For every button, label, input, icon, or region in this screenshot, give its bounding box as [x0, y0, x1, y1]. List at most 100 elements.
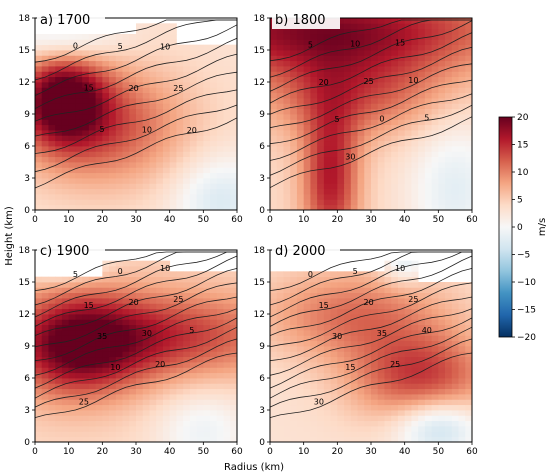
heatmap-cell	[270, 204, 278, 211]
heatmap-cell	[75, 204, 83, 211]
heatmap-cell	[357, 188, 365, 195]
heatmap-cell	[223, 135, 231, 142]
heatmap-cell	[451, 172, 459, 179]
heatmap-cell	[458, 319, 466, 326]
heatmap-cell	[129, 108, 137, 115]
heatmap-cell	[95, 76, 103, 83]
heatmap-cell	[136, 410, 144, 416]
heatmap-cell	[276, 282, 284, 288]
heatmap-cell	[162, 378, 171, 384]
heatmap-cell	[122, 87, 130, 94]
heatmap-cell	[270, 146, 278, 152]
heatmap-cell	[323, 287, 331, 294]
heatmap-cell	[156, 156, 164, 163]
heatmap-cell	[458, 119, 466, 126]
heatmap-cell	[68, 298, 76, 304]
heatmap-cell	[176, 108, 184, 115]
heatmap-cell	[129, 426, 137, 432]
y-tick-label: 15	[254, 278, 265, 288]
heatmap-cell	[276, 140, 284, 147]
heatmap-cell	[270, 330, 278, 336]
heatmap-cell	[109, 420, 117, 427]
heatmap-cell	[310, 314, 318, 320]
heatmap-cell	[418, 140, 426, 147]
heatmap-cell	[384, 271, 392, 278]
heatmap-cell	[75, 167, 83, 174]
heatmap-cell	[404, 103, 412, 110]
heatmap-cell	[418, 199, 426, 206]
heatmap-cell	[357, 431, 365, 438]
heatmap-cell	[35, 76, 43, 83]
heatmap-cell	[48, 140, 56, 147]
heatmap-cell	[183, 308, 191, 315]
heatmap-cell	[323, 271, 331, 278]
heatmap-cell	[88, 156, 96, 163]
heatmap-cell	[210, 60, 218, 67]
heatmap-cell	[445, 367, 453, 374]
heatmap-cell	[183, 426, 191, 432]
heatmap-cell	[371, 124, 379, 131]
heatmap-cell	[122, 324, 130, 331]
heatmap-cell	[337, 204, 345, 211]
heatmap-cell	[136, 60, 144, 67]
heatmap-cell	[344, 183, 352, 190]
heatmap-cell	[310, 319, 318, 326]
heatmap-cell	[290, 426, 298, 432]
heatmap-cell	[357, 114, 365, 120]
heatmap-cell	[411, 82, 419, 88]
heatmap-cell	[210, 420, 218, 427]
heatmap-cell	[350, 346, 358, 352]
heatmap-cell	[317, 98, 325, 104]
contour-label: 15	[345, 363, 355, 372]
heatmap-cell	[142, 194, 150, 200]
heatmap-cell	[283, 188, 291, 195]
heatmap-cell	[203, 330, 211, 336]
heatmap-cell	[189, 314, 197, 320]
heatmap-cell	[465, 39, 473, 46]
heatmap-cell	[61, 178, 70, 184]
heatmap-cell	[364, 39, 372, 46]
y-tick-label: 12	[254, 78, 265, 88]
heatmap-cell	[465, 114, 473, 120]
heatmap-cell	[41, 60, 49, 67]
heatmap-cell	[350, 426, 358, 432]
heatmap-cell	[48, 426, 56, 432]
heatmap-cell	[451, 71, 459, 78]
heatmap-cell	[418, 39, 426, 46]
heatmap-cell	[290, 103, 298, 110]
heatmap-cell	[283, 351, 291, 358]
heatmap-cell	[196, 124, 204, 131]
heatmap-cell	[189, 87, 197, 94]
heatmap-cell	[391, 39, 399, 46]
heatmap-cell	[371, 282, 379, 288]
heatmap-cell	[183, 135, 191, 142]
heatmap-cell	[75, 340, 83, 347]
heatmap-cell	[438, 351, 446, 358]
heatmap-cell	[438, 76, 446, 83]
heatmap-cell	[230, 76, 238, 83]
heatmap-cell	[458, 199, 466, 206]
heatmap-cell	[142, 367, 150, 374]
heatmap-cell	[330, 362, 338, 368]
heatmap-cell	[445, 194, 453, 200]
heatmap-cell	[41, 362, 49, 368]
heatmap-cell	[344, 151, 352, 158]
heatmap-cell	[102, 420, 110, 427]
heatmap-cell	[296, 178, 305, 184]
heatmap-cell	[344, 314, 352, 320]
heatmap-cell	[303, 372, 311, 379]
heatmap-cell	[223, 199, 231, 206]
heatmap-cell	[68, 351, 76, 358]
heatmap-cell	[438, 356, 446, 363]
heatmap-cell	[183, 172, 191, 179]
heatmap-cell	[88, 204, 96, 211]
heatmap-cell	[109, 378, 117, 384]
heatmap-cell	[162, 92, 171, 99]
heatmap-cell	[438, 140, 446, 147]
heatmap-cell	[169, 292, 177, 299]
heatmap-cell	[156, 28, 164, 35]
heatmap-cell	[142, 362, 150, 368]
heatmap-cell	[82, 34, 90, 40]
heatmap-cell	[230, 388, 238, 395]
heatmap-cell	[404, 135, 412, 142]
